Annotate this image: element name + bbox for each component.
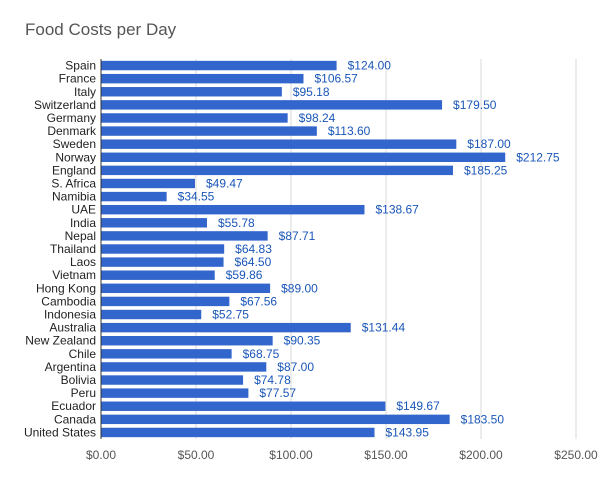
data-label: $87.71 [279, 229, 316, 243]
data-label: $87.00 [277, 360, 314, 374]
data-label: $95.18 [293, 85, 330, 99]
data-label: $90.35 [284, 334, 321, 348]
data-label: $34.55 [178, 190, 215, 204]
category-label: Indonesia [44, 308, 96, 322]
bar [101, 414, 450, 425]
category-label: England [52, 163, 96, 177]
bar [101, 322, 351, 333]
bar [101, 362, 267, 372]
data-label: $131.44 [362, 321, 406, 335]
bar [101, 87, 282, 97]
bar [101, 113, 288, 123]
data-label: $77.57 [259, 386, 296, 400]
category-label: United States [24, 425, 96, 439]
bar [101, 375, 244, 385]
data-label: $55.78 [218, 216, 255, 230]
bar [101, 191, 167, 202]
category-label: Hong Kong [36, 281, 96, 295]
bar [101, 244, 225, 254]
category-label: Bolivia [61, 373, 97, 387]
chart-title: Food Costs per Day [25, 20, 177, 39]
data-label: $138.67 [375, 203, 419, 217]
bar [101, 152, 506, 162]
data-label: $149.67 [396, 399, 440, 413]
category-label: France [59, 72, 97, 86]
data-label: $187.00 [467, 137, 511, 151]
category-label: Norway [55, 150, 96, 164]
category-label: Thailand [50, 242, 96, 256]
value-labels: $124.00$106.57$95.18 $179.50 $98.24$113.60… [178, 59, 560, 440]
x-tick-label: $200.00 [459, 448, 503, 462]
category-label: Chile [69, 347, 97, 361]
data-label: $124.00 [348, 59, 392, 73]
bars [101, 60, 506, 438]
data-label: $185.25 [464, 163, 508, 177]
bar [101, 218, 207, 228]
bar [101, 349, 232, 359]
category-label: India [70, 216, 96, 230]
category-labels: SpainFranceItalySwitzerlandGermanyDenmar… [24, 59, 97, 440]
data-label: $183.50 [461, 412, 505, 426]
bar [101, 270, 215, 280]
category-label: Germany [47, 111, 96, 125]
bar [101, 336, 273, 346]
category-label: Argentina [45, 360, 97, 374]
x-tick-label: $50.00 [178, 448, 215, 462]
category-label: Spain [65, 59, 96, 73]
bar [101, 388, 249, 398]
data-label: $67.56 [240, 294, 277, 308]
data-label: $143.95 [386, 425, 430, 439]
data-label: $212.75 [516, 150, 560, 164]
data-label: $64.83 [235, 242, 272, 256]
data-label: $59.86 [226, 268, 263, 282]
category-label: Switzerland [34, 98, 96, 112]
bar [101, 257, 224, 267]
data-label: $179.50 [453, 98, 497, 112]
data-label: $98.24 [299, 111, 336, 125]
data-label: $64.50 [235, 255, 272, 269]
category-label: Namibia [52, 190, 96, 204]
x-axis-tick-labels: $0.00 $50.00 $100.00 $150.00 $200.00 $250.00 [86, 448, 598, 462]
bar [101, 73, 304, 84]
category-label: Sweden [53, 137, 96, 151]
data-label: $49.47 [206, 176, 243, 190]
bar [101, 309, 202, 320]
category-label: Nepal [65, 229, 96, 243]
bar [101, 204, 365, 215]
bar [101, 427, 375, 438]
bar [101, 100, 443, 110]
data-label: $52.75 [212, 308, 249, 322]
category-label: Canada [54, 412, 96, 426]
category-label: S. Africa [51, 176, 96, 190]
category-label: Italy [74, 85, 96, 99]
data-label: $113.60 [328, 124, 371, 138]
x-tick-label: $250.00 [554, 448, 598, 462]
bar [101, 178, 195, 189]
bar [101, 231, 268, 241]
category-label: Laos [70, 255, 96, 269]
category-label: Vietnam [52, 268, 96, 282]
category-label: Cambodia [41, 294, 96, 308]
category-label: Denmark [47, 124, 97, 138]
x-tick-label: $150.00 [364, 448, 408, 462]
x-tick-label: $100.00 [269, 448, 313, 462]
data-label: $74.78 [254, 373, 291, 387]
category-label: New Zealand [25, 334, 96, 348]
category-label: Australia [49, 321, 96, 335]
bar [101, 60, 337, 71]
bar [101, 401, 386, 411]
category-label: Ecuador [51, 399, 96, 413]
category-label: UAE [71, 203, 96, 217]
bar [101, 296, 230, 307]
x-tick-label: $0.00 [86, 448, 116, 462]
category-label: Peru [71, 386, 96, 400]
data-label: $89.00 [281, 281, 318, 295]
data-label: $68.75 [243, 347, 280, 361]
bar [101, 165, 453, 176]
bar [101, 139, 457, 149]
data-label: $106.57 [314, 72, 358, 86]
bar [101, 283, 271, 294]
bar [101, 126, 317, 136]
